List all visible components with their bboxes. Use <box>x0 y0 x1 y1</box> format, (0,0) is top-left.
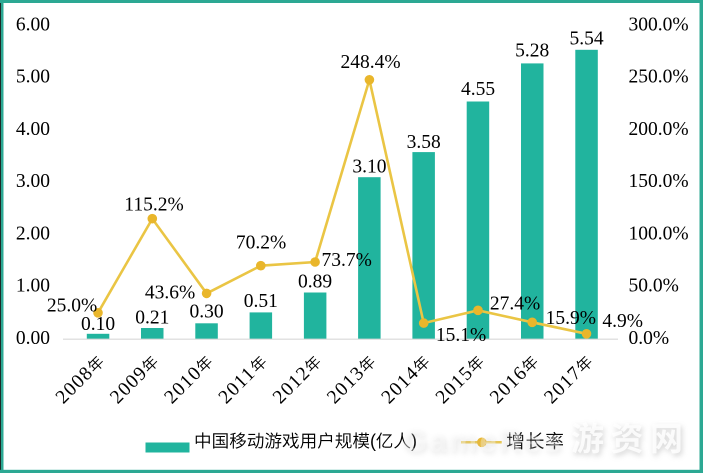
svg-text:25.0%: 25.0% <box>47 296 97 317</box>
svg-text:250.0%: 250.0% <box>629 67 689 88</box>
svg-text:0.51: 0.51 <box>244 291 278 312</box>
svg-text:0.00: 0.00 <box>16 328 50 349</box>
svg-text:15.9%: 15.9% <box>546 308 596 329</box>
svg-text:0.10: 0.10 <box>81 314 115 335</box>
svg-text:5.00: 5.00 <box>16 67 50 88</box>
svg-text:3.10: 3.10 <box>352 157 386 178</box>
svg-text:27.4%: 27.4% <box>490 294 540 315</box>
svg-text:(: ( <box>370 431 376 451</box>
svg-text:): ) <box>411 431 417 451</box>
svg-text:5.54: 5.54 <box>569 29 603 50</box>
svg-text:5.28: 5.28 <box>515 41 549 62</box>
svg-text:6.00: 6.00 <box>16 14 50 35</box>
svg-text:GameRes: GameRes <box>405 426 566 461</box>
svg-text:43.6%: 43.6% <box>145 283 195 304</box>
svg-text:115.2%: 115.2% <box>124 195 183 216</box>
svg-text:50.0%: 50.0% <box>629 276 679 297</box>
svg-text:15.1%: 15.1% <box>436 325 486 346</box>
svg-text:2.00: 2.00 <box>16 223 50 244</box>
svg-text:200.0%: 200.0% <box>629 119 689 140</box>
svg-text:3.58: 3.58 <box>407 132 441 153</box>
svg-text:1.00: 1.00 <box>16 276 50 297</box>
svg-text:4.00: 4.00 <box>16 119 50 140</box>
svg-text:0.0%: 0.0% <box>629 328 670 349</box>
svg-text:70.2%: 70.2% <box>236 233 286 254</box>
svg-text:3.00: 3.00 <box>16 171 50 192</box>
svg-text:150.0%: 150.0% <box>629 171 689 192</box>
svg-text:4.55: 4.55 <box>461 79 495 100</box>
svg-text:4.9%: 4.9% <box>602 311 643 332</box>
svg-text:300.0%: 300.0% <box>629 14 689 35</box>
svg-text:248.4%: 248.4% <box>340 52 400 73</box>
svg-text:GameRes: GameRes <box>403 424 564 459</box>
svg-text:73.7%: 73.7% <box>322 250 372 271</box>
svg-text:0.21: 0.21 <box>135 308 169 329</box>
svg-text:100.0%: 100.0% <box>629 223 689 244</box>
svg-text:0.89: 0.89 <box>298 272 332 293</box>
svg-text:0.30: 0.30 <box>190 302 224 323</box>
